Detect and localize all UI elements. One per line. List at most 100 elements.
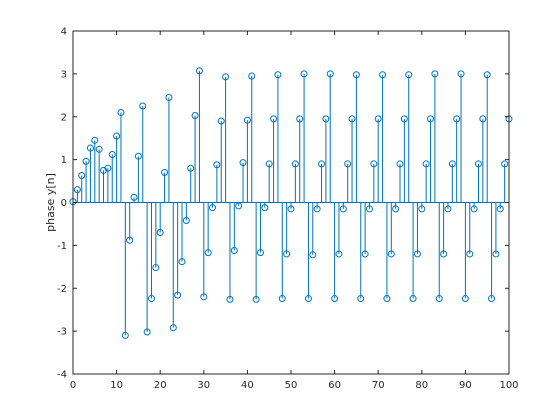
- stem-marker: [352, 71, 360, 79]
- stem-marker: [126, 236, 134, 244]
- stem-marker: [200, 293, 208, 301]
- stem-marker: [291, 160, 299, 168]
- stem-marker: [209, 204, 217, 212]
- stem-marker: [143, 328, 151, 336]
- stem-marker: [130, 193, 138, 201]
- stem-marker: [326, 70, 334, 78]
- stem-marker: [213, 161, 221, 169]
- stem-marker: [501, 160, 509, 168]
- stem-marker: [483, 71, 491, 79]
- stem-marker: [252, 295, 260, 303]
- stem-marker: [339, 205, 347, 213]
- stem-marker: [479, 115, 487, 123]
- x-tick-label: 30: [197, 380, 210, 391]
- stem-marker: [230, 247, 238, 255]
- stem-marker: [204, 249, 212, 257]
- stem-marker: [435, 295, 443, 303]
- stem-marker: [187, 164, 195, 172]
- stem-marker: [365, 205, 373, 213]
- stem-marker: [335, 250, 343, 258]
- stem-marker: [243, 116, 251, 124]
- stem-marker: [392, 205, 400, 213]
- x-tick-label: 10: [110, 380, 123, 391]
- stem-marker: [453, 115, 461, 123]
- stem-marker: [383, 295, 391, 303]
- stem-marker: [169, 324, 177, 332]
- stem-marker: [331, 295, 339, 303]
- x-tick-label: 90: [459, 380, 472, 391]
- stem-marker: [161, 168, 169, 176]
- stem-marker: [440, 250, 448, 258]
- stem-marker: [457, 70, 465, 78]
- x-tick-label: 20: [154, 380, 167, 391]
- stem-marker: [348, 115, 356, 123]
- stem-marker: [318, 160, 326, 168]
- stem-marker: [444, 205, 452, 213]
- stem-marker: [182, 217, 190, 225]
- x-tick-label: 60: [328, 380, 341, 391]
- stem-marker: [283, 250, 291, 258]
- stem-marker: [82, 157, 90, 165]
- stem-marker: [492, 250, 500, 258]
- stem-marker: [265, 160, 273, 168]
- stem-marker: [235, 202, 243, 210]
- stem-marker: [274, 71, 282, 79]
- x-tick-label: 0: [70, 380, 76, 391]
- y-tick-label: -3: [57, 327, 67, 338]
- y-tick-label: 4: [61, 27, 67, 38]
- stem-marker: [470, 205, 478, 213]
- stem-marker: [361, 250, 369, 258]
- y-axis-label: phase y[n]: [44, 173, 57, 232]
- stem-marker: [174, 291, 182, 299]
- stem-marker: [147, 295, 155, 303]
- stem-marker: [248, 72, 256, 80]
- stem-marker: [357, 295, 365, 303]
- stem-marker: [117, 108, 125, 116]
- stem-marker: [113, 132, 121, 140]
- stem-marker: [256, 249, 264, 257]
- chart-marks: [69, 67, 513, 339]
- x-tick-label: 70: [372, 380, 385, 391]
- stem-marker: [156, 229, 164, 237]
- stem-marker: [413, 250, 421, 258]
- y-tick-label: -4: [57, 370, 67, 381]
- stem-marker: [91, 136, 99, 144]
- axes: 0 10 20 30 40 50 60 70 80 90 100 -4 -3 -2 -1 0 1 2 3 4: [57, 27, 519, 392]
- y-tick-label: 1: [61, 155, 67, 166]
- stem-marker: [152, 264, 160, 272]
- stem-marker: [448, 160, 456, 168]
- stem-marker: [313, 205, 321, 213]
- stem-marker: [226, 295, 234, 303]
- stem-marker: [461, 295, 469, 303]
- stem-marker: [400, 115, 408, 123]
- stem-marker: [108, 150, 116, 158]
- stem-marker: [121, 331, 129, 339]
- stem-marker: [374, 115, 382, 123]
- stem-marker: [409, 295, 417, 303]
- y-tick-label: -2: [57, 284, 67, 295]
- stem-marker: [73, 186, 81, 194]
- stem-marker: [217, 117, 225, 125]
- stem-marker: [344, 160, 352, 168]
- stem-marker: [178, 258, 186, 266]
- stem-marker: [418, 205, 426, 213]
- stem-marker: [104, 164, 112, 172]
- x-tick-label: 50: [285, 380, 298, 391]
- y-tick-label: 2: [61, 112, 67, 123]
- stem-marker: [270, 115, 278, 123]
- x-tick-label: 40: [241, 380, 254, 391]
- stem-marker: [496, 205, 504, 213]
- stem-marker: [422, 160, 430, 168]
- stem-marker: [466, 250, 474, 258]
- stem-marker: [195, 67, 203, 75]
- stem-marker: [300, 70, 308, 78]
- stem-marker: [86, 144, 94, 152]
- stem-marker: [165, 93, 173, 101]
- stem-marker: [474, 160, 482, 168]
- stem-marker: [100, 166, 108, 174]
- stem-marker: [78, 171, 86, 179]
- stem-marker: [134, 152, 142, 160]
- x-tick-label: 100: [499, 380, 518, 391]
- stem-marker: [278, 295, 286, 303]
